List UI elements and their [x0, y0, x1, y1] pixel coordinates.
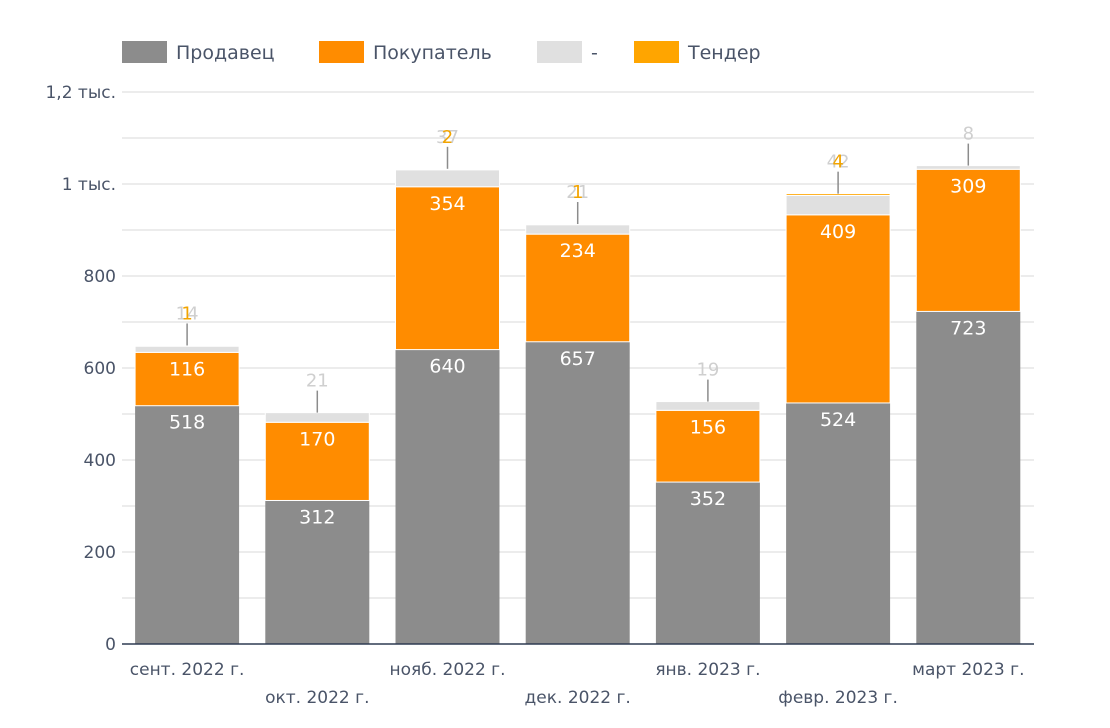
x-tick-label: март 2023 г.: [912, 660, 1024, 680]
bar-value-label: 518: [169, 412, 205, 434]
bar-segment-Покупатель: [264, 421, 370, 501]
bar-value-label: 657: [560, 348, 596, 370]
bar-segment-Покупатель: [525, 233, 631, 343]
bar-segment-Продавец: [786, 402, 891, 644]
bar-segment--: [655, 401, 761, 411]
y-tick-label: 400: [84, 451, 116, 471]
bar-segment-Покупатель: [915, 168, 1021, 312]
bar-value-label: 723: [950, 317, 986, 339]
bar-segment--: [264, 412, 370, 423]
bar-value-label: 234: [560, 240, 596, 262]
bar-segment-Продавец: [655, 482, 760, 644]
y-tick-label: 1 тыс.: [62, 175, 116, 195]
x-tick-label: сент. 2022 г.: [130, 660, 245, 680]
legend-label: -: [591, 42, 598, 64]
bar-value-label: 640: [429, 356, 465, 378]
bar-segment-Продавец: [135, 405, 240, 644]
bar-segment-Тендер: [525, 223, 631, 226]
legend-swatch: [537, 41, 582, 63]
legend-swatch: [122, 41, 167, 63]
y-tick-label: 1,2 тыс.: [45, 83, 116, 103]
bar-segment-Покупатель: [785, 214, 891, 404]
bar-value-label: 309: [950, 175, 986, 197]
bar-segment-Продавец: [395, 349, 500, 644]
axes: 0 200 400 600 800 1 тыс. 1,2 тыс. сент. 2022 г.…: [45, 83, 1034, 708]
outside-value-label: 37: [436, 127, 459, 148]
legend: Продавец Покупатель - Тендер: [122, 41, 761, 64]
bar-value-label: 116: [169, 358, 205, 380]
bar-segment-Продавец: [916, 311, 1021, 644]
bar-segment-Покупатель: [655, 409, 761, 483]
outside-value-label: 42: [827, 152, 850, 173]
outside-value-label: 8: [963, 124, 974, 145]
outside-value-label: 19: [696, 360, 719, 381]
bar-segment--: [525, 223, 631, 235]
x-tick-label: дек. 2022 г.: [525, 688, 631, 708]
outside-value-label: 4: [832, 152, 843, 173]
x-tick-label: окт. 2022 г.: [265, 688, 369, 708]
legend-label: Тендер: [687, 42, 761, 64]
outside-value-label: 21: [566, 182, 589, 203]
outside-value-label: 14: [176, 303, 199, 324]
y-tick-label: 800: [84, 267, 116, 287]
x-tick-label: нояб. 2022 г.: [389, 660, 505, 680]
bar-segment-Покупатель: [395, 186, 500, 351]
bar-segment-Тендер: [134, 344, 240, 347]
bar-segment-Тендер: [395, 168, 500, 171]
outside-value-label: 1: [572, 182, 583, 203]
bar-segment--: [915, 165, 1021, 170]
y-tick-label: 200: [84, 543, 116, 563]
outside-value-label: 1: [181, 303, 192, 324]
bar-segment-Тендер: [785, 193, 891, 197]
bar-value-label: 352: [690, 488, 726, 510]
legend-swatch: [634, 41, 679, 63]
y-tick-label: 0: [105, 635, 116, 655]
bar-segment-Продавец: [525, 341, 630, 644]
legend-swatch: [319, 41, 364, 63]
bar-value-label: 170: [299, 428, 335, 450]
bar-value-label: 312: [299, 506, 335, 528]
y-tick-label: 600: [84, 359, 116, 379]
outside-value-label: 21: [306, 371, 329, 392]
bar-segment--: [395, 169, 500, 188]
bar-value-label: 409: [820, 221, 856, 243]
bars: [134, 165, 1021, 644]
x-tick-label: янв. 2023 г.: [655, 660, 760, 680]
x-tick-label: февр. 2023 г.: [778, 688, 898, 708]
bar-segment-Продавец: [265, 500, 370, 644]
outside-value-label: 2: [442, 127, 453, 148]
bar-value-label: 156: [690, 416, 726, 438]
bar-value-label: 354: [429, 193, 465, 215]
bar-segment--: [134, 345, 240, 353]
legend-label: Продавец: [176, 42, 275, 64]
legend-label: Покупатель: [373, 42, 492, 64]
bar-segment--: [785, 195, 891, 216]
bar-value-label: 524: [820, 409, 856, 431]
data-labels: 5181161413121702164035437265723421135215…: [169, 124, 986, 529]
bar-segment-Покупатель: [134, 351, 240, 407]
